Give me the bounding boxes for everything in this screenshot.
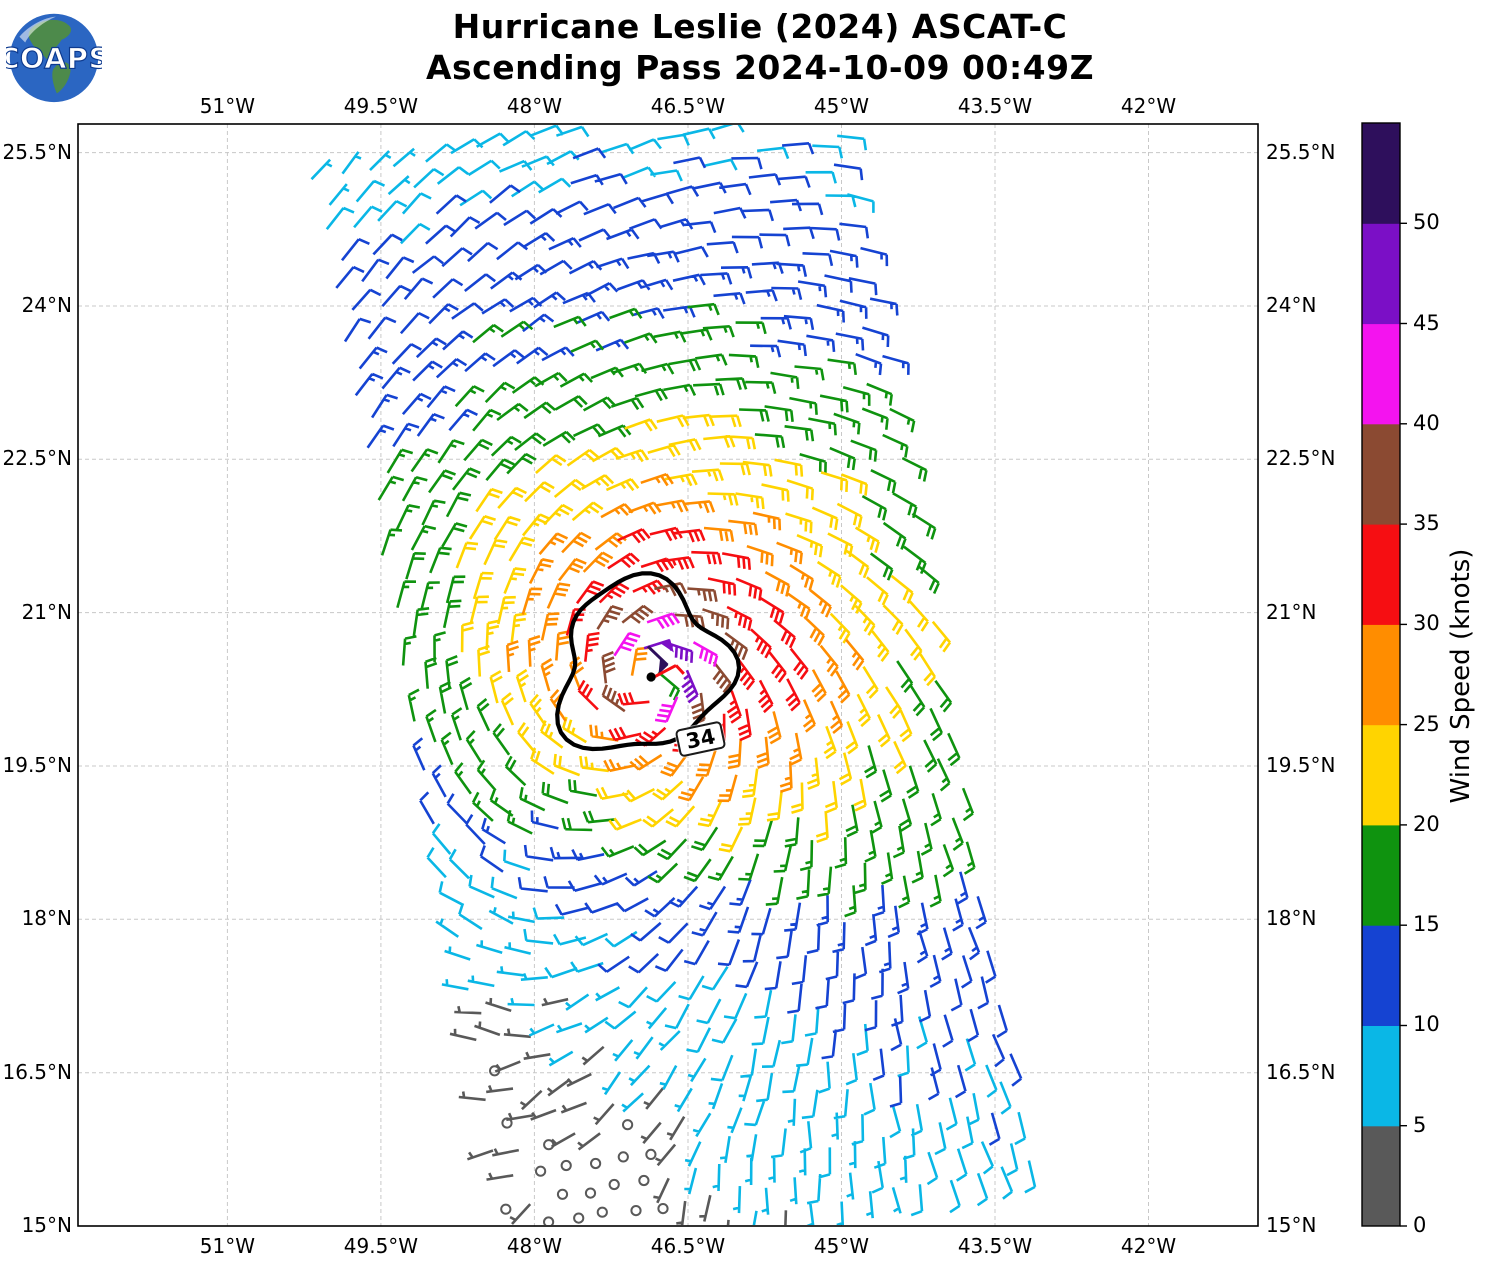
lon-tick-label-top: 42°W [1120,94,1177,118]
colorbar-tick-label: 35 [1413,511,1440,536]
lat-tick-label-left: 21°N [21,599,72,624]
lat-tick-label-right: 19.5°N [1266,752,1336,777]
colorbar-tick-label: 40 [1413,410,1440,435]
lat-tick-label-left: 16.5°N [2,1059,73,1084]
lon-tick-label-bottom: 51°W [199,1234,256,1258]
lat-tick-label-left: 22.5°N [2,446,73,471]
lon-tick-label-bottom: 45°W [813,1234,870,1258]
lat-tick-label-left: 25.5°N [2,139,73,164]
lat-tick-label-right: 16.5°N [1266,1059,1336,1084]
lat-tick-label-right: 24°N [1266,292,1317,317]
lat-tick-label-right: 21°N [1266,599,1317,624]
lat-tick-label-left: 18°N [21,906,72,931]
globe-icon: COAPS [0,13,110,103]
colorbar-tick-label: 45 [1413,310,1440,335]
colorbar-tick-label: 0 [1413,1213,1427,1237]
lat-tick-label-right: 22.5°N [1266,446,1336,471]
title-line-2: Ascending Pass 2024-10-09 00:49Z [425,48,1095,87]
colorbar-tick-label: 25 [1413,711,1440,736]
colorbar-tick-label: 50 [1413,210,1440,235]
lat-tick-label-left: 19.5°N [2,752,73,777]
map-frame [77,123,1259,1227]
colorbar-tick-label: 10 [1413,1012,1440,1037]
lon-tick-label-top: 48°W [506,94,563,118]
lon-tick-label-top: 45°W [813,94,870,118]
lat-tick-label-right: 25.5°N [1266,139,1336,164]
lat-tick-label-left: 15°N [21,1213,72,1237]
coaps-logo: COAPS [0,8,110,104]
lon-tick-label-bottom: 46.5°W [650,1234,726,1258]
lon-tick-label-bottom: 42°W [1120,1234,1177,1258]
lon-tick-label-bottom: 49.5°W [343,1234,419,1258]
page-title: Hurricane Leslie (2024) ASCAT-C Ascendin… [78,6,1442,88]
lat-tick-label-right: 18°N [1266,906,1317,931]
colorbar-axis-label: Wind Speed (knots) [1446,548,1476,804]
colorbar-tick-label: 5 [1413,1112,1427,1137]
lat-tick-label-left: 24°N [21,292,72,317]
lat-tick-label-right: 15°N [1266,1213,1317,1237]
lon-tick-label-top: 46.5°W [650,94,726,118]
title-line-1: Hurricane Leslie (2024) ASCAT-C [452,7,1068,46]
lon-tick-label-top: 43.5°W [957,94,1033,118]
lon-tick-label-bottom: 48°W [506,1234,563,1258]
colorbar-tick-label: 30 [1413,611,1440,636]
lon-tick-label-bottom: 43.5°W [957,1234,1033,1258]
colorbar-tick-label: 20 [1413,811,1440,836]
storm-center-marker [646,672,656,682]
lon-tick-label-top: 51°W [199,94,256,118]
colorbar-tick-label: 15 [1413,912,1440,937]
logo-text: COAPS [6,41,102,75]
lon-tick-label-top: 49.5°W [343,94,419,118]
wind-barb-field [310,125,1037,1225]
